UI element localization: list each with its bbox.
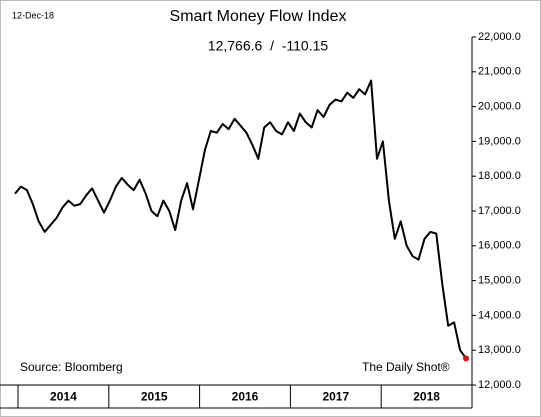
y-tick-label: 20,000.0 bbox=[478, 101, 521, 113]
credit-label: The Daily Shot® bbox=[362, 360, 450, 374]
source-label: Source: Bloomberg bbox=[20, 360, 123, 374]
y-tick-label: 21,000.0 bbox=[478, 66, 521, 78]
x-tick-label: 2016 bbox=[232, 390, 259, 404]
y-tick-label: 17,000.0 bbox=[478, 205, 521, 217]
y-tick-label: 12,000.0 bbox=[478, 379, 521, 391]
chart-title: Smart Money Flow Index bbox=[170, 8, 347, 25]
y-tick-label: 15,000.0 bbox=[478, 275, 521, 287]
last-point bbox=[463, 355, 469, 362]
y-tick-label: 14,000.0 bbox=[478, 309, 521, 321]
series-line bbox=[14, 79, 467, 359]
date-label: 12-Dec-18 bbox=[12, 10, 54, 20]
x-tick-label: 2018 bbox=[413, 390, 440, 404]
y-tick-label: 18,000.0 bbox=[478, 170, 521, 182]
chart-subtitle: 12,766.6 / -110.15 bbox=[208, 38, 329, 54]
x-tick-label: 2014 bbox=[50, 390, 77, 404]
y-tick-label: 13,000.0 bbox=[478, 344, 521, 356]
x-tick-label: 2017 bbox=[322, 390, 349, 404]
x-tick-label: 2015 bbox=[141, 390, 168, 404]
y-tick-label: 22,000.0 bbox=[478, 31, 521, 43]
y-tick-label: 16,000.0 bbox=[478, 240, 521, 252]
y-tick-label: 19,000.0 bbox=[478, 135, 521, 147]
